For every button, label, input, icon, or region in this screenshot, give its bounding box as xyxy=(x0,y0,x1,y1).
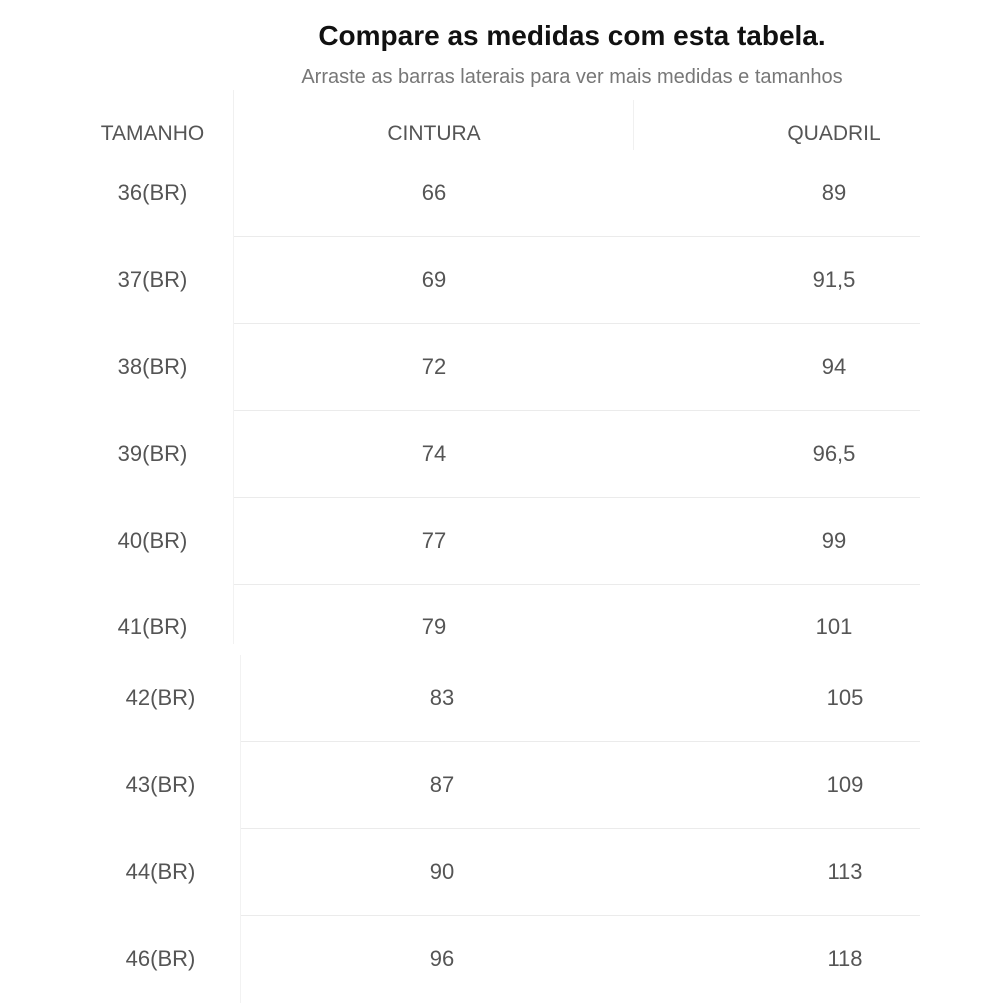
table-row: 37(BR) 69 91,5 xyxy=(0,237,1000,324)
cell-size: 41(BR) xyxy=(117,614,188,639)
cell-size: 37(BR) xyxy=(117,267,188,292)
table-row: 36(BR) 66 89 xyxy=(0,150,1000,237)
row-separator xyxy=(234,497,920,498)
cell-hip: 113 xyxy=(827,859,863,884)
table-row: 39(BR) 74 96,5 xyxy=(0,411,1000,498)
column-header-hip: QUADRIL xyxy=(787,122,881,145)
row-divider xyxy=(233,324,234,411)
row-divider xyxy=(233,237,234,324)
row-separator xyxy=(234,323,920,324)
table-row: 40(BR) 77 99 xyxy=(0,498,1000,585)
cell-waist: 72 xyxy=(421,354,447,379)
cell-size: 39(BR) xyxy=(117,441,188,466)
table-row: 38(BR) 72 94 xyxy=(0,324,1000,411)
row-divider xyxy=(240,655,241,742)
cell-hip: 99 xyxy=(821,528,847,553)
cell-hip: 105 xyxy=(826,685,864,710)
cell-size: 43(BR) xyxy=(125,772,196,797)
row-divider xyxy=(233,150,234,237)
cell-hip: 109 xyxy=(826,772,864,797)
column-header-waist: CINTURA xyxy=(387,122,481,145)
cell-hip: 118 xyxy=(827,946,863,971)
cell-size: 38(BR) xyxy=(117,354,188,379)
row-divider xyxy=(233,498,234,585)
row-separator xyxy=(241,828,920,829)
page-subtitle: Arraste as barras laterais para ver mais… xyxy=(301,66,843,88)
column-divider xyxy=(233,90,234,150)
cell-hip: 101 xyxy=(815,614,853,639)
table-row: 42(BR) 83 105 xyxy=(0,655,1000,742)
cell-size: 46(BR) xyxy=(125,946,196,971)
table-row: 41(BR) 79 101 xyxy=(0,584,1000,644)
cell-waist: 96 xyxy=(429,946,455,971)
table-row: 44(BR) 90 113 xyxy=(0,829,1000,916)
cell-waist: 83 xyxy=(429,685,455,710)
row-divider xyxy=(233,584,234,644)
column-header-size: TAMANHO xyxy=(100,122,205,145)
row-divider xyxy=(240,742,241,829)
table-row: 43(BR) 87 109 xyxy=(0,742,1000,829)
row-divider xyxy=(240,916,241,1003)
column-divider xyxy=(633,100,634,150)
table-row: 46(BR) 96 118 xyxy=(0,916,1000,1003)
cell-waist: 74 xyxy=(421,441,447,466)
row-separator xyxy=(234,236,920,237)
row-separator xyxy=(234,410,920,411)
row-separator xyxy=(241,915,920,916)
cell-hip: 91,5 xyxy=(812,267,856,292)
cell-hip: 89 xyxy=(821,180,847,205)
cell-size: 36(BR) xyxy=(117,180,188,205)
cell-hip: 94 xyxy=(821,354,847,379)
cell-size: 42(BR) xyxy=(125,685,196,710)
cell-waist: 66 xyxy=(421,180,447,205)
cell-waist: 87 xyxy=(429,772,455,797)
cell-waist: 69 xyxy=(421,267,447,292)
cell-size: 44(BR) xyxy=(125,859,196,884)
row-divider xyxy=(233,411,234,498)
cell-waist: 77 xyxy=(421,528,447,553)
page-title: Compare as medidas com esta tabela. xyxy=(318,20,826,51)
table-header: TAMANHO CINTURA QUADRIL xyxy=(0,90,1000,160)
cell-hip: 96,5 xyxy=(812,441,856,466)
cell-size: 40(BR) xyxy=(117,528,188,553)
cell-waist: 79 xyxy=(421,614,447,639)
row-separator xyxy=(241,741,920,742)
row-separator xyxy=(234,584,920,585)
row-divider xyxy=(240,829,241,916)
cell-waist: 90 xyxy=(429,859,455,884)
